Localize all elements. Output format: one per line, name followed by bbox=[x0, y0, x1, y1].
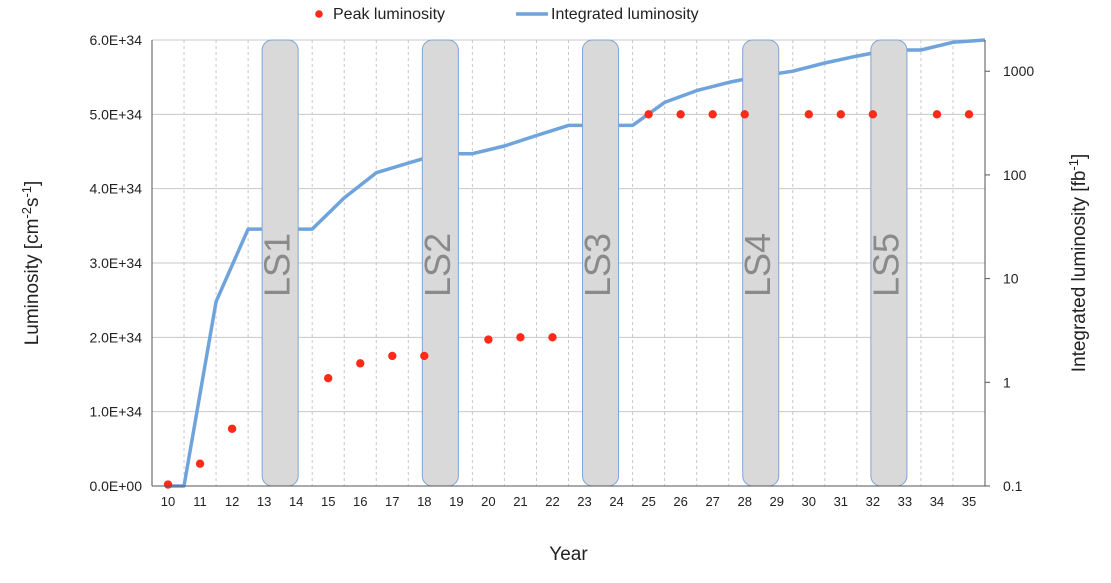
x-tick-label: 29 bbox=[770, 494, 784, 509]
peak-luminosity-point bbox=[740, 110, 749, 119]
x-axis-title: Year bbox=[549, 544, 588, 565]
x-tick-label: 33 bbox=[898, 494, 912, 509]
peak-luminosity-point bbox=[227, 424, 237, 433]
peak-luminosity-point bbox=[516, 333, 525, 342]
x-tick-label: 28 bbox=[737, 494, 751, 509]
y-right-tick-label: 100 bbox=[1003, 167, 1027, 183]
peak-luminosity-point bbox=[836, 110, 846, 119]
legend-label-peak: Peak luminosity bbox=[333, 6, 445, 23]
y-left-tick-label: 4.0E+34 bbox=[89, 181, 142, 197]
x-tick-label: 10 bbox=[161, 494, 175, 509]
long-shutdown-annotations: LS1 LS2 LS3 LS4 LS5 bbox=[257, 39, 908, 487]
peak-luminosity-point bbox=[548, 333, 557, 342]
y-right-axis-title: Integrated luminosity [fb-1] bbox=[1066, 154, 1091, 373]
peak-luminosity-point bbox=[388, 351, 397, 361]
x-tick-label: 26 bbox=[673, 494, 687, 509]
legend-label-integrated: Integrated luminosity bbox=[551, 6, 699, 23]
peak-luminosity-point bbox=[420, 351, 429, 361]
x-tick-label: 12 bbox=[225, 494, 239, 509]
shutdown-label-ls2: LS2 bbox=[417, 233, 458, 297]
x-tick-label: 20 bbox=[481, 494, 495, 509]
y-right-tick-label: 0.1 bbox=[1003, 478, 1023, 494]
peak-luminosity-point bbox=[356, 359, 365, 368]
y-left-tick-label: 0.0E+00 bbox=[89, 478, 142, 494]
peak-luminosity-point bbox=[868, 110, 878, 119]
peak-luminosity-point bbox=[676, 110, 685, 119]
peak-luminosity-point bbox=[163, 480, 173, 489]
peak-luminosity-point bbox=[644, 110, 653, 119]
y-left-tick-label: 5.0E+34 bbox=[89, 106, 142, 122]
x-tick-label: 16 bbox=[353, 494, 367, 509]
peak-luminosity-point bbox=[964, 110, 974, 119]
x-tick-label: 35 bbox=[962, 494, 976, 509]
axis-titles: Year Luminosity [cm-2s-1] Integrated lumin… bbox=[19, 154, 1091, 565]
x-tick-label: 14 bbox=[289, 494, 303, 509]
x-tick-label: 25 bbox=[641, 494, 655, 509]
x-tick-label: 11 bbox=[193, 494, 207, 509]
peak-luminosity-series bbox=[163, 110, 974, 489]
peak-luminosity-point bbox=[484, 335, 493, 344]
x-tick-label: 24 bbox=[609, 494, 623, 509]
x-tick-label: 18 bbox=[417, 494, 431, 509]
shutdown-label-ls5: LS5 bbox=[865, 233, 906, 297]
y-left-tick-label: 6.0E+34 bbox=[89, 32, 142, 48]
x-tick-label: 17 bbox=[385, 494, 399, 509]
y-left-axis-title: Luminosity [cm-2s-1] bbox=[19, 181, 44, 346]
axes: 0.0E+00 1.0E+34 2.0E+34 3.0E+34 4.0E+34 5.0E+… bbox=[89, 32, 1034, 509]
shutdown-label-ls3: LS3 bbox=[577, 233, 618, 297]
x-tick-label: 23 bbox=[577, 494, 591, 509]
peak-luminosity-point bbox=[804, 110, 813, 119]
peak-luminosity-point bbox=[932, 110, 942, 119]
x-tick-label: 30 bbox=[802, 494, 816, 509]
x-tick-label: 13 bbox=[257, 494, 271, 509]
x-tick-label: 19 bbox=[449, 494, 463, 509]
x-tick-label: 21 bbox=[513, 494, 527, 509]
y-right-tick-label: 10 bbox=[1003, 271, 1019, 287]
peak-luminosity-point bbox=[708, 110, 717, 119]
y-left-tick-label: 1.0E+34 bbox=[89, 404, 142, 420]
legend-marker-peak bbox=[315, 10, 323, 18]
y-left-tick-label: 3.0E+34 bbox=[89, 255, 142, 271]
y-left-tick-label: 2.0E+34 bbox=[89, 329, 142, 345]
legend: Peak luminosity Integrated luminosity bbox=[315, 6, 699, 23]
x-tick-label: 31 bbox=[834, 494, 848, 509]
x-tick-label: 34 bbox=[930, 494, 944, 509]
x-tick-label: 32 bbox=[866, 494, 880, 509]
x-tick-label: 15 bbox=[321, 494, 335, 509]
peak-luminosity-point bbox=[195, 459, 205, 468]
y-right-tick-label: 1 bbox=[1003, 374, 1011, 390]
peak-luminosity-point bbox=[324, 374, 333, 383]
shutdown-label-ls1: LS1 bbox=[257, 233, 298, 297]
y-right-tick-label: 1000 bbox=[1003, 63, 1034, 79]
shutdown-label-ls4: LS4 bbox=[737, 233, 778, 297]
x-tick-label: 27 bbox=[705, 494, 719, 509]
x-tick-label: 22 bbox=[545, 494, 559, 509]
